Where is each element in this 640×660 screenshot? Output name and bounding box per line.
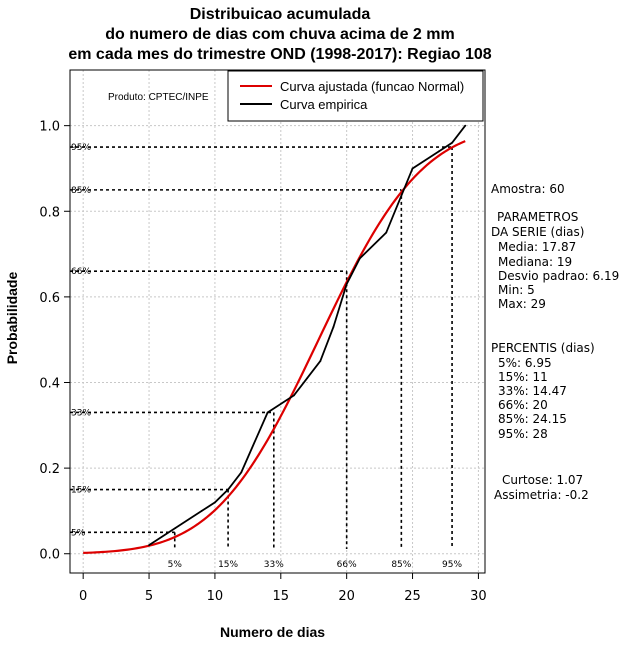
empirical-point-8 [306,377,309,380]
y-tick-label-5: 1.0 [39,120,60,135]
empirical-point-2 [200,510,203,512]
empirical-point-10 [332,325,335,328]
x-tick-label-5: 25 [404,589,421,604]
series-layer [83,124,467,554]
axes: 0 5 10 15 20 25 30 0.0 0.2 0.4 0.6 0.8 1.0 [39,120,486,604]
legend: Curva ajustada (funcao Normal) Curva emp… [227,70,484,122]
percentiles-title: PERCENTIS (dias) [491,341,595,355]
series-fitted-normal [83,140,466,554]
x-tick-label-6: 30 [470,589,487,604]
x-tick-label-1: 5 [145,589,153,604]
percentile-33: 33%: 14.47 [498,384,567,398]
percentile-y-label-2: 33% [71,408,91,418]
empirical-point-4 [227,488,229,491]
y-tick-label-4: 0.8 [39,205,60,220]
product-label: Produto: CPTEC/INPE [108,92,209,103]
empirical-point-15 [437,150,440,153]
series-empirical [148,125,466,546]
y-tick-label-0: 0.0 [39,548,60,563]
empirical-point-6 [266,411,269,414]
percentile-15: 15%: 11 [498,370,548,384]
percentile-y-label-4: 85% [71,186,91,196]
chart-title-line-1: Distribuicao acumulada [189,6,371,23]
percentile-y-label-0: 5% [71,528,86,538]
y-tick-label-2: 0.4 [39,377,60,392]
percentile-y-label-3: 66% [71,267,91,277]
y-tick-label-3: 0.6 [39,291,60,306]
empirical-point-17 [464,124,467,127]
empirical-point-11 [345,283,348,285]
empirical-point-1 [174,527,177,529]
percentile-x-label-1: 15% [218,560,238,570]
params-title-2: DA SERIE (dias) [491,225,585,239]
empirical-point-0 [148,544,150,547]
sample-size: Amostra: 60 [491,182,565,196]
percentile-x-label-3: 66% [337,560,357,570]
param-min: Min: 5 [498,283,535,297]
empirical-point-5 [240,471,243,474]
x-tick-label-4: 20 [338,589,355,604]
empirical-point-13 [385,231,388,234]
y-tick-label-1: 0.2 [39,462,60,477]
percentile-y-label-5: 95% [71,143,91,153]
param-mean: Media: 17.87 [498,240,577,254]
kurtosis: Curtose: 1.07 [502,473,584,487]
empirical-point-14 [411,167,414,170]
percentile-lines: 5% 5% 15% 15% 33% 33% 66% 66% 85% 85% 95% 95% [70,143,463,570]
percentile-66: 66%: 20 [498,398,548,412]
x-tick-label-0: 0 [79,589,87,604]
percentile-95: 95%: 28 [498,427,548,441]
legend-label-fitted: Curva ajustada (funcao Normal) [280,79,464,94]
x-tick-label-3: 15 [273,589,290,604]
skewness: Assimetria: -0.2 [494,488,589,502]
percentile-x-label-5: 95% [442,560,462,570]
x-axis-title: Numero de dias [220,624,326,640]
params-title-1: PARAMETROS [497,210,579,224]
percentile-x-label-0: 5% [168,560,183,570]
percentile-x-label-4: 85% [391,560,411,570]
empirical-point-12 [358,257,361,260]
legend-label-empirical: Curva empirica [280,97,368,112]
param-max: Max: 29 [498,297,546,311]
x-tick-label-2: 10 [207,589,224,604]
plot-frame [69,69,486,574]
empirical-point-7 [293,394,295,397]
chart-title-line-3: em cada mes do trimestre OND (1998-2017)… [68,46,492,63]
empirical-point-9 [319,360,322,362]
percentile-x-label-2: 33% [264,560,284,570]
percentile-5: 5%: 6.95 [498,356,552,370]
y-axis-title: Probabilidade [4,271,20,365]
param-median: Mediana: 19 [498,255,573,269]
empirical-point-3 [214,501,216,504]
empirical-point-16 [451,141,453,144]
percentile-y-label-1: 15% [71,486,91,496]
chart-title-line-2: do numero de dias com chuva acima de 2 m… [105,26,455,43]
param-sd: Desvio padrao: 6.19 [498,269,620,283]
legend-frame [227,70,484,122]
percentile-85: 85%: 24.15 [498,412,567,426]
grid [70,70,485,573]
